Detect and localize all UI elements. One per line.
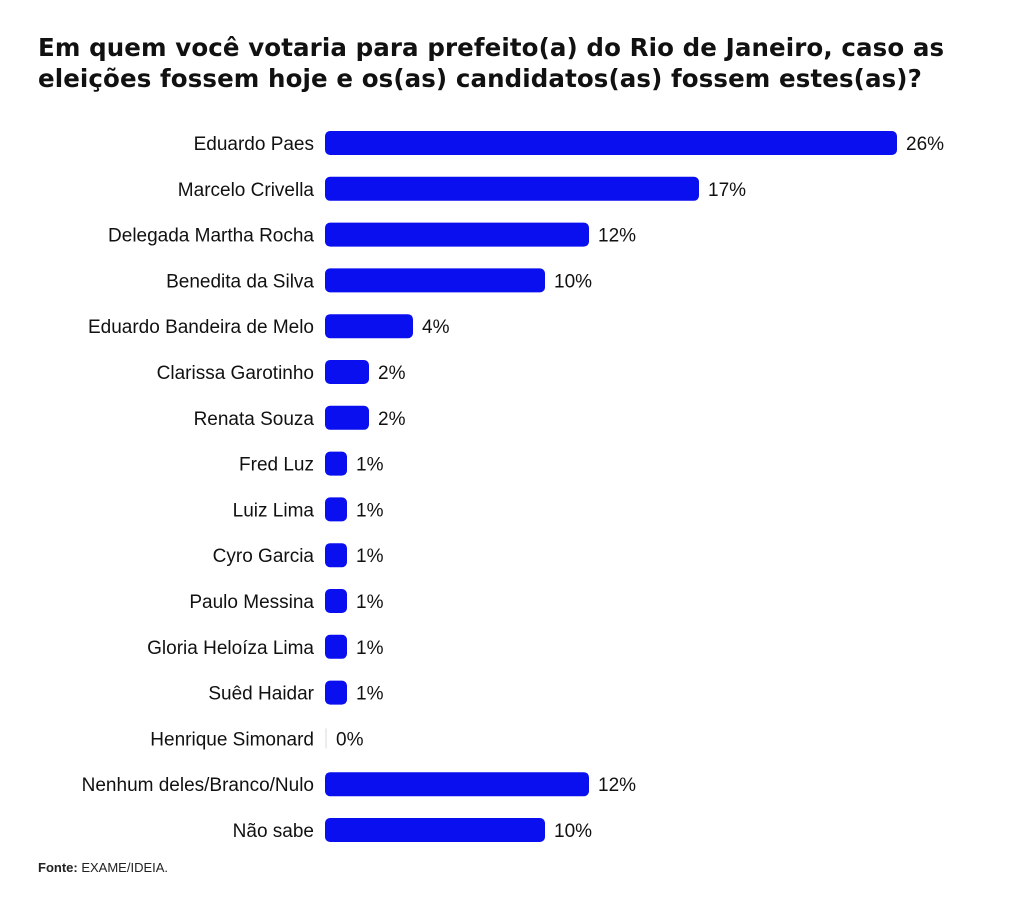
category-label: Luiz Lima bbox=[233, 500, 315, 521]
bar bbox=[325, 405, 369, 430]
category-label: Fred Luz bbox=[239, 455, 314, 476]
value-label: 12% bbox=[598, 226, 636, 247]
bar bbox=[325, 131, 897, 155]
category-label: Delegada Martha Rocha bbox=[108, 226, 314, 247]
value-label: 1% bbox=[356, 592, 384, 613]
category-label: Renata Souza bbox=[194, 409, 315, 430]
bar bbox=[325, 589, 347, 613]
bar bbox=[325, 176, 699, 201]
bar bbox=[325, 314, 413, 339]
value-label: 2% bbox=[378, 363, 406, 384]
value-label: 1% bbox=[356, 500, 384, 521]
category-label: Henrique Simonard bbox=[150, 729, 314, 750]
bars-layer: Eduardo Paes 26% Marcelo Crivella 17% Delega… bbox=[82, 131, 944, 842]
value-label: 2% bbox=[378, 409, 406, 430]
category-label: Marcelo Crivella bbox=[178, 180, 315, 201]
value-label: 4% bbox=[422, 317, 450, 338]
bar bbox=[325, 772, 589, 797]
bar bbox=[325, 818, 545, 842]
category-label: Cyro Garcia bbox=[213, 546, 315, 567]
value-label: 12% bbox=[598, 775, 636, 796]
category-label: Não sabe bbox=[233, 821, 314, 842]
category-label: Clarissa Garotinho bbox=[157, 363, 314, 384]
bar bbox=[325, 543, 347, 568]
value-label: 26% bbox=[906, 134, 944, 155]
category-label: Benedita da Silva bbox=[166, 271, 314, 292]
value-label: 1% bbox=[356, 455, 384, 476]
category-label: Eduardo Bandeira de Melo bbox=[88, 317, 314, 338]
bar bbox=[325, 222, 589, 247]
value-label: 17% bbox=[708, 180, 746, 201]
value-label: 10% bbox=[554, 271, 592, 292]
bar bbox=[325, 634, 347, 659]
value-label: 1% bbox=[356, 684, 384, 705]
value-label: 1% bbox=[356, 638, 384, 659]
category-label: Suêd Haidar bbox=[208, 684, 314, 705]
category-label: Nenhum deles/Branco/Nulo bbox=[82, 775, 314, 796]
source-text: EXAME/IDEIA. bbox=[81, 860, 169, 875]
bar bbox=[325, 497, 347, 522]
value-label: 1% bbox=[356, 546, 384, 567]
bar bbox=[325, 451, 347, 476]
source-label: Fonte: bbox=[38, 860, 78, 875]
category-label: Eduardo Paes bbox=[194, 134, 314, 155]
bar bbox=[325, 360, 369, 384]
bar bbox=[325, 268, 545, 293]
category-label: Paulo Messina bbox=[189, 592, 314, 613]
bar bbox=[325, 680, 347, 705]
chart-title: Em quem você votaria para prefeito(a) do… bbox=[38, 33, 945, 93]
category-label: Gloria Heloíza Lima bbox=[147, 638, 314, 659]
source-note: Fonte: EXAME/IDEIA. bbox=[38, 860, 168, 875]
value-label: 0% bbox=[336, 729, 364, 750]
value-label: 10% bbox=[554, 821, 592, 842]
